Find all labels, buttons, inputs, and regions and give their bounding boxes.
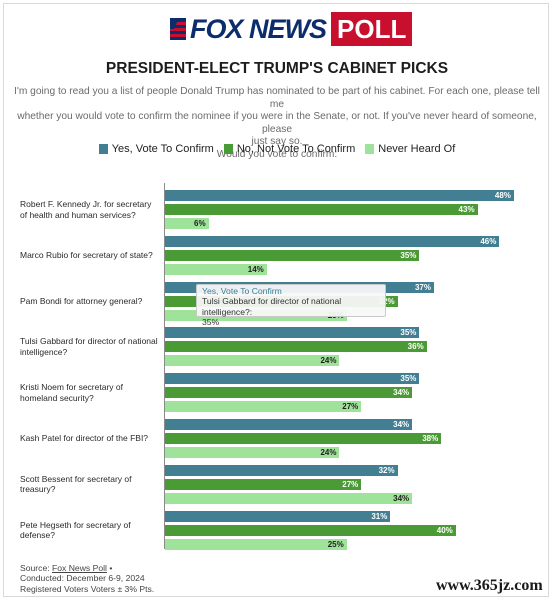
source-suffix: • — [106, 563, 113, 573]
source-line: Source: Fox News Poll • — [20, 563, 154, 573]
bar-no-not-vote-to-confirm[interactable] — [165, 249, 420, 261]
legend-item-yes[interactable]: Yes, Vote To Confirm — [98, 143, 214, 155]
margin-of-error: Registered Voters Voters ± 3% Pts. — [20, 583, 155, 594]
category-label: Pete Hegseth for secretary of defense? — [20, 519, 131, 541]
bar-never-heard-of[interactable] — [165, 401, 362, 413]
category-label: Tulsi Gabbard for director of national i… — [20, 336, 158, 357]
bar-yes-vote-to-confirm[interactable] — [165, 327, 420, 339]
bar-yes-vote-to-confirm[interactable] — [165, 419, 413, 430]
question-text: I'm going to read you a list of people D… — [14, 86, 540, 161]
bar-value-label: 27% — [342, 479, 359, 489]
bar-no-not-vote-to-confirm[interactable] — [165, 204, 478, 215]
bar-value-label: 36% — [407, 342, 424, 352]
watermark: www.365jz.com — [436, 577, 543, 594]
flag-icon — [170, 18, 186, 40]
bar-never-heard-of[interactable] — [165, 447, 340, 458]
legend-label-yes: Yes, Vote To Confirm — [111, 143, 214, 155]
category-label: Marco Rubio for secretary of state? — [20, 250, 153, 261]
bar-yes-vote-to-confirm[interactable] — [165, 464, 398, 476]
bar-no-not-vote-to-confirm[interactable] — [165, 387, 413, 399]
bar-value-label: 31% — [371, 511, 388, 521]
question-line: just say so. — [251, 136, 303, 147]
bar-no-not-vote-to-confirm[interactable] — [165, 524, 456, 536]
legend-label-no: No, Not Vote To Confirm — [236, 143, 356, 155]
category-label: Scott Bessent for secretary of treasury? — [20, 473, 132, 495]
bar-value-label: 46% — [480, 236, 497, 246]
bar-value-label: 35% — [400, 250, 417, 260]
bar-value-label: 24% — [320, 356, 337, 366]
question-line: Would you vote to confirm: — [216, 148, 338, 160]
legend-swatch-no — [223, 144, 233, 154]
legend-swatch-never — [365, 144, 375, 154]
chart-tooltip: Yes, Vote To Confirm Tulsi Gabbard for d… — [196, 284, 386, 327]
tooltip-category: Tulsi Gabbard for director of national i… — [202, 296, 342, 317]
bar-value-label: 24% — [320, 448, 337, 457]
bar-value-label: 38% — [422, 434, 439, 443]
source-link[interactable]: Fox News Poll — [52, 563, 107, 573]
chart-title: PRESIDENT-ELECT TRUMP'S CABINET PICKS — [105, 60, 449, 77]
tooltip-series: Yes, Vote To Confirm — [202, 286, 282, 296]
legend-label-never: Never Heard Of — [378, 143, 456, 155]
bar-value-label: 37% — [414, 282, 431, 292]
source-prefix: Source: — [20, 563, 53, 573]
bar-no-not-vote-to-confirm[interactable] — [165, 433, 442, 444]
chart-footer: Source: Fox News Poll • Conducted: Decem… — [20, 563, 154, 594]
bar-value-label: 6% — [194, 219, 206, 228]
bar-value-label: 43% — [458, 205, 475, 214]
tooltip-value: 35% — [202, 316, 220, 327]
bar-value-label: 34% — [393, 388, 410, 398]
bar-value-label: 35% — [400, 374, 417, 384]
category-label: Robert F. Kennedy Jr. for secretary of h… — [20, 199, 152, 220]
chart-legend: Yes, Vote To Confirm No, Not Vote To Con… — [0, 143, 554, 155]
bar-yes-vote-to-confirm[interactable] — [165, 235, 500, 247]
category-label: Kristi Noem for secretary of homeland se… — [20, 382, 123, 403]
conducted-dates: Conducted: December 6-9, 2024 — [20, 573, 145, 584]
logo-poll-text: POLL — [331, 12, 413, 46]
bar-value-label: 27% — [342, 402, 359, 412]
fox-news-poll-logo: FOX NEWS POLL — [166, 12, 413, 46]
bar-value-label: 35% — [400, 328, 417, 338]
bar-value-label: 14% — [247, 264, 264, 274]
category-label: Kash Patel for director of the FBI? — [20, 433, 149, 444]
category-label: Pam Bondi for attorney general? — [20, 295, 143, 306]
bar-value-label: 25% — [327, 539, 344, 549]
chart-frame — [3, 3, 549, 597]
category-axis-line — [164, 183, 165, 549]
question-line: whether you would vote to confirm the no… — [17, 111, 537, 135]
bar-value-label: 48% — [494, 191, 511, 200]
legend-item-never[interactable]: Never Heard Of — [365, 143, 455, 155]
logo-fox-news-text: FOX NEWS — [190, 14, 327, 44]
bar-yes-vote-to-confirm[interactable] — [165, 510, 391, 522]
bar-never-heard-of[interactable] — [165, 492, 413, 504]
bar-yes-vote-to-confirm[interactable] — [165, 190, 514, 201]
bar-no-not-vote-to-confirm[interactable] — [165, 341, 427, 353]
bar-never-heard-of[interactable] — [165, 218, 209, 229]
bar-value-label: 32% — [378, 465, 395, 475]
legend-item-no[interactable]: No, Not Vote To Confirm — [223, 143, 356, 155]
bar-value-label: 34% — [393, 420, 410, 429]
bar-yes-vote-to-confirm[interactable] — [165, 373, 420, 385]
bar-never-heard-of[interactable] — [165, 355, 340, 367]
legend-swatch-yes — [98, 144, 108, 154]
logo-fox-block: FOX NEWS — [166, 12, 332, 46]
bar-no-not-vote-to-confirm[interactable] — [165, 478, 362, 490]
bar-never-heard-of[interactable] — [165, 263, 267, 275]
bar-value-label: 34% — [393, 493, 410, 503]
bar-value-label: 40% — [436, 525, 453, 535]
question-line: I'm going to read you a list of people D… — [14, 86, 540, 110]
bar-value-label: 32% — [378, 296, 395, 306]
bar-never-heard-of[interactable] — [165, 538, 347, 550]
